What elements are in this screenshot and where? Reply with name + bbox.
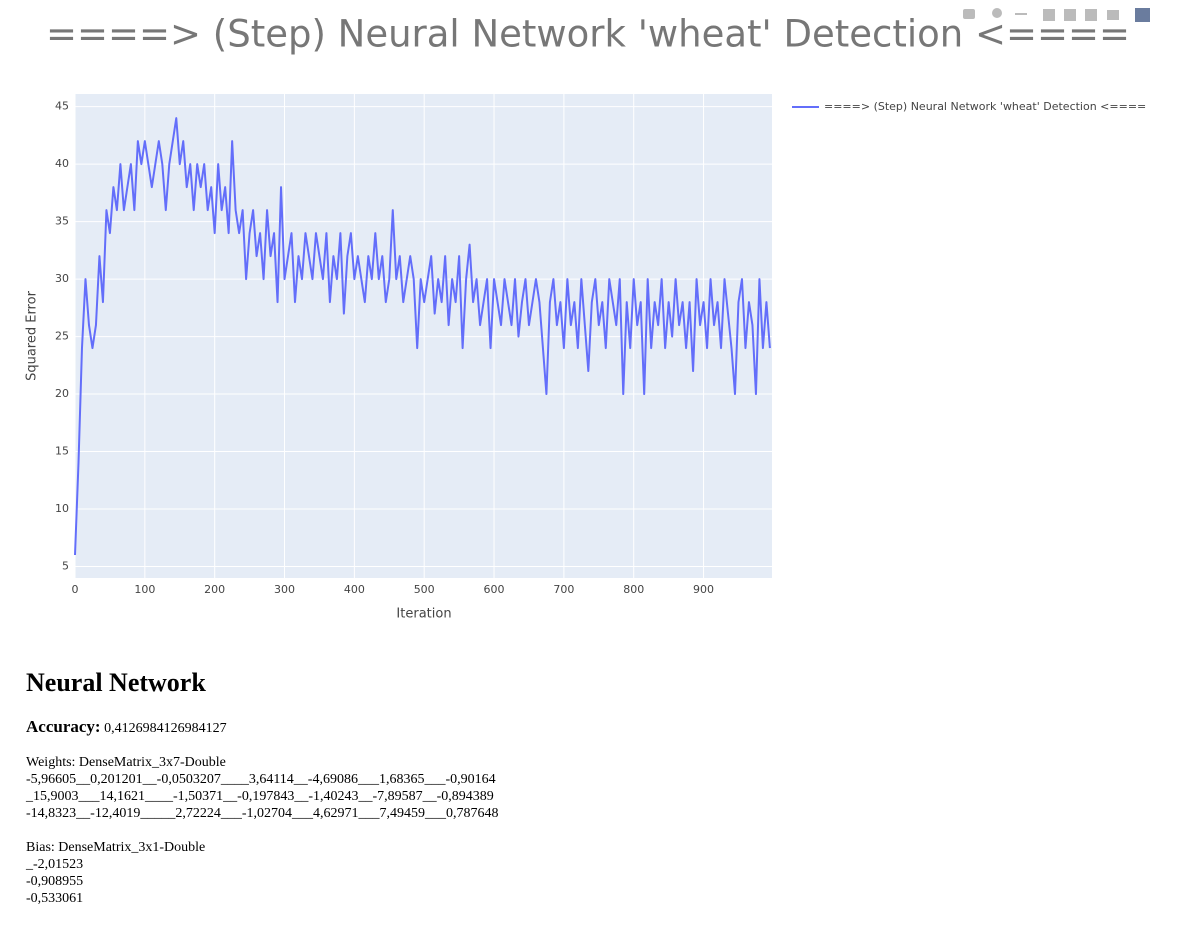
weights-row: -5,96605__0,201201__-0,0503207____3,6411…	[26, 772, 496, 787]
bias-row: _-2,01523	[26, 857, 84, 872]
y-tick-label: 35	[55, 215, 69, 228]
y-tick-label: 25	[55, 330, 69, 343]
x-tick-label: 500	[414, 583, 435, 596]
camera-icon[interactable]	[963, 9, 975, 19]
weights-title: Weights: DenseMatrix_3x7-Double	[26, 755, 226, 770]
autoscale-icon[interactable]	[1085, 9, 1097, 21]
home-icon[interactable]	[1107, 10, 1119, 20]
y-tick-label: 5	[62, 560, 69, 573]
y-axis-title: Squared Error	[25, 290, 40, 380]
x-tick-label: 900	[693, 583, 714, 596]
x-tick-label: 200	[204, 583, 225, 596]
y-tick-label: 10	[55, 502, 69, 515]
x-tick-label: 400	[344, 583, 365, 596]
bias-row: -0,908955	[26, 874, 84, 889]
modebar[interactable]	[963, 8, 1150, 22]
accuracy-line: Accuracy: 0,4126984126984127	[26, 717, 227, 737]
y-tick-label: 30	[55, 272, 69, 285]
y-tick-label: 15	[55, 445, 69, 458]
chart-title: ====> (Step) Neural Network 'wheat' Dete…	[46, 13, 1130, 56]
y-tick-label: 40	[55, 157, 69, 170]
x-tick-label: 100	[134, 583, 155, 596]
x-axis-title: Iteration	[396, 607, 451, 622]
bias-row: -0,533061	[26, 891, 84, 906]
zoom-out-icon[interactable]	[1064, 9, 1076, 21]
x-tick-label: 0	[72, 583, 79, 596]
plot-area	[75, 94, 772, 578]
y-tick-label: 20	[55, 387, 69, 400]
weights-row: _15,9003___14,1621____-1,50371__-0,19784…	[26, 789, 494, 804]
zoom-icon[interactable]	[992, 8, 1002, 18]
accuracy-label: Accuracy:	[26, 717, 101, 736]
zoom-in-icon[interactable]	[1043, 9, 1055, 21]
plotly-logo[interactable]	[1135, 8, 1150, 22]
bias-title: Bias: DenseMatrix_3x1-Double	[26, 840, 206, 855]
data-line	[74, 117, 771, 556]
weights-row: -14,8323__-12,4019_____2,72224___-1,0270…	[26, 806, 499, 821]
doc-heading: Neural Network	[26, 668, 206, 697]
y-tick-label: 45	[55, 100, 69, 113]
chart: ====> (Step) Neural Network 'wheat' Dete…	[25, 8, 1150, 622]
x-tick-label: 300	[274, 583, 295, 596]
accuracy-value: 0,4126984126984127	[104, 721, 227, 736]
legend-label: ====> (Step) Neural Network 'wheat' Dete…	[824, 100, 1146, 113]
x-tick-label: 800	[623, 583, 644, 596]
x-tick-label: 700	[553, 583, 574, 596]
x-tick-label: 600	[484, 583, 505, 596]
pan-icon[interactable]	[1015, 13, 1027, 15]
